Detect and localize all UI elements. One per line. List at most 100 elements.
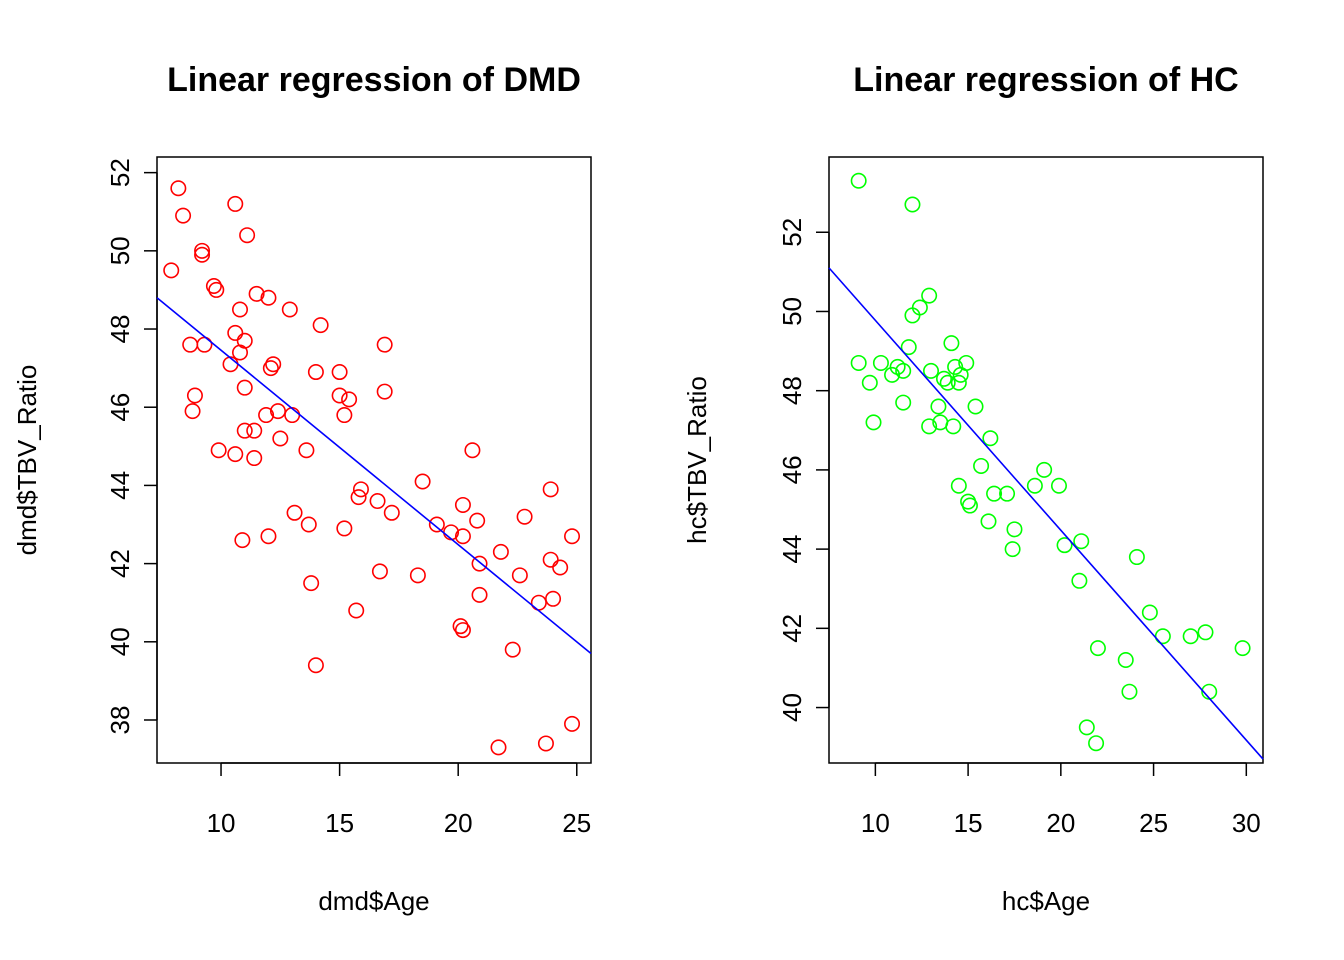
data-point: [943, 335, 960, 352]
x-tick-label: 10: [207, 808, 236, 838]
data-point: [490, 739, 507, 756]
data-point: [471, 586, 488, 603]
data-point: [530, 594, 547, 611]
data-point: [194, 242, 211, 259]
data-point: [369, 493, 386, 510]
data-point: [350, 489, 367, 506]
y-axis-label: hc$TBV_Ratio: [682, 376, 712, 544]
data-point: [1056, 537, 1073, 554]
data-point: [986, 485, 1003, 502]
chart-title: Linear regression of HC: [853, 61, 1238, 99]
data-point: [958, 354, 975, 371]
data-point: [210, 442, 227, 459]
x-axis-label: dmd$Age: [318, 886, 429, 916]
data-point: [469, 512, 486, 529]
data-point: [194, 246, 211, 263]
data-point: [246, 450, 263, 467]
x-tick-label: 20: [1046, 808, 1075, 838]
data-point: [973, 457, 990, 474]
y-tick-label: 46: [105, 393, 135, 422]
data-point: [1141, 604, 1158, 621]
data-point: [281, 301, 298, 318]
data-point: [923, 362, 940, 379]
data-point: [352, 481, 369, 498]
y-tick-label: 44: [105, 471, 135, 500]
data-point: [884, 366, 901, 383]
data-point: [1026, 477, 1043, 494]
data-point: [982, 430, 999, 447]
data-point: [1197, 624, 1214, 641]
y-tick-label: 44: [777, 535, 807, 564]
data-point: [865, 414, 882, 431]
x-tick-label: 15: [954, 808, 983, 838]
data-point: [260, 289, 277, 306]
data-point: [950, 477, 967, 494]
data-point: [961, 497, 978, 514]
data-point: [414, 473, 431, 490]
data-point: [262, 360, 279, 377]
data-point: [464, 442, 481, 459]
axis-ticks: 10 15 20 25 38 40 42 44 46 48 50 52: [105, 158, 591, 838]
data-point: [1117, 652, 1134, 669]
data-point: [265, 356, 282, 373]
data-point: [196, 336, 213, 353]
data-point: [1089, 640, 1106, 657]
panel-hc: Linear regression of HC 10 15 20 25 30 40 42 44…: [682, 61, 1264, 916]
data-point: [303, 575, 320, 592]
y-tick-label: 52: [777, 218, 807, 247]
data-point: [222, 356, 239, 373]
data-point: [208, 281, 225, 298]
x-tick-label: 25: [1139, 808, 1168, 838]
data-point: [331, 364, 348, 381]
data-point: [236, 332, 253, 349]
data-point: [286, 504, 303, 521]
data-point: [850, 172, 867, 189]
x-tick-label: 30: [1232, 808, 1261, 838]
data-point: [272, 430, 289, 447]
data-point: [186, 387, 203, 404]
x-tick-label: 10: [861, 808, 890, 838]
data-point: [1050, 477, 1067, 494]
data-point: [170, 180, 187, 197]
data-point: [921, 287, 938, 304]
data-point: [269, 403, 286, 420]
data-point: [182, 336, 199, 353]
data-point: [409, 567, 426, 584]
plot-frame: [156, 156, 592, 764]
data-point: [184, 403, 201, 420]
data-point: [348, 602, 365, 619]
data-point: [504, 641, 521, 658]
data-point: [336, 407, 353, 424]
x-tick-label: 20: [444, 808, 473, 838]
data-point: [861, 374, 878, 391]
data-point: [312, 317, 329, 334]
data-point: [232, 301, 249, 318]
data-point: [516, 508, 533, 525]
y-tick-label: 40: [777, 693, 807, 722]
data-point: [1071, 572, 1088, 589]
y-tick-label: 48: [105, 315, 135, 344]
data-point: [428, 516, 445, 533]
data-point: [341, 391, 358, 408]
data-point: [1078, 719, 1095, 736]
axis-ticks: 10 15 20 25 30 40 42 44 46 48 50 52: [777, 218, 1261, 838]
data-point: [248, 285, 265, 302]
data-point: [545, 590, 562, 607]
data-point: [227, 446, 244, 463]
data-point: [371, 563, 388, 580]
data-point: [258, 407, 275, 424]
data-point: [564, 715, 581, 732]
data-point: [307, 657, 324, 674]
data-point: [1121, 683, 1138, 700]
data-point: [542, 481, 559, 498]
data-point: [1128, 549, 1145, 566]
data-point: [900, 339, 917, 356]
data-point: [492, 543, 509, 560]
data-point: [911, 299, 928, 316]
y-axis-label: dmd$TBV_Ratio: [12, 365, 42, 556]
data-point: [236, 422, 253, 439]
data-point: [552, 559, 569, 576]
chart-title: Linear regression of DMD: [167, 61, 581, 99]
data-point: [1088, 735, 1105, 752]
data-point: [454, 496, 471, 513]
